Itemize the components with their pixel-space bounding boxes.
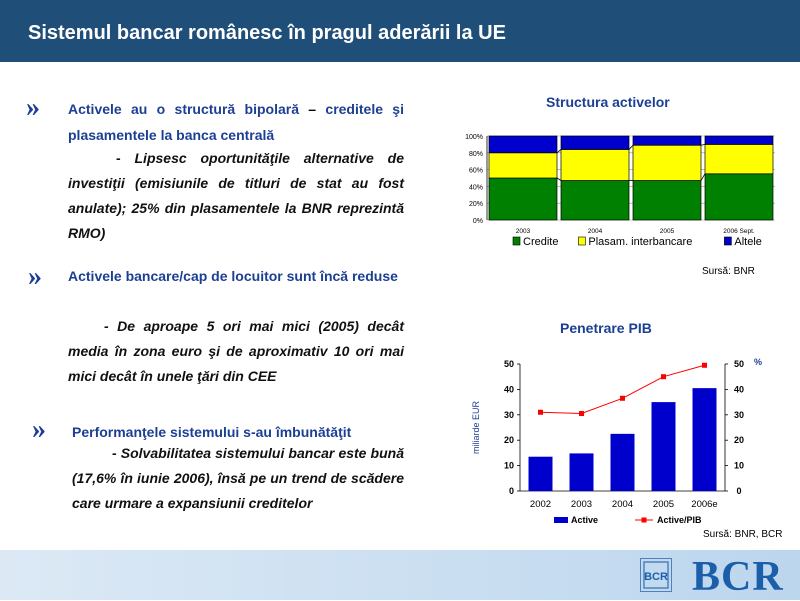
bar-segment-altele (632, 135, 702, 146)
legend-label: Altele (734, 236, 762, 248)
legend-label: Plasam. interbancare (588, 236, 692, 248)
legend-label: Credite (523, 236, 558, 248)
right-tick-label: 0 (736, 486, 741, 496)
bcr-logo-mark: BCR (640, 558, 672, 592)
legend-swatch (512, 236, 521, 246)
bar-segment-credite (488, 177, 558, 221)
right-tick-label: 30 (734, 410, 744, 420)
legend-marker-active-pib (641, 517, 647, 523)
x-tick-label: 2006e (691, 499, 717, 510)
bar-segment-plasam-interbancare (488, 152, 558, 179)
series-connector (556, 149, 562, 154)
y-tick-label: 20% (469, 201, 483, 208)
chart-1-title: Structura activelor (546, 94, 670, 110)
legend-label-active: Active (571, 515, 598, 525)
x-tick-label: 2003 (571, 499, 592, 510)
left-tick-label: 30 (504, 410, 514, 420)
bar-active (692, 388, 717, 491)
y-tick-label: 40% (469, 184, 483, 191)
line-point-active-pib (579, 411, 584, 417)
legend-swatch-active (554, 517, 568, 523)
x-tick-label: 2004 (588, 228, 603, 235)
left-axis-label: miliarde EUR (471, 400, 481, 454)
logo-mark-text: BCR (644, 571, 668, 583)
x-tick-label: 2002 (530, 499, 551, 510)
left-tick-label: 50 (504, 359, 514, 369)
left-tick-label: 40 (504, 384, 514, 394)
bullet-marker-3: » (32, 414, 46, 445)
line-point-active-pib (620, 395, 625, 401)
bar-active (651, 402, 676, 491)
line-point-active-pib (702, 362, 707, 368)
right-tick-label: 50 (734, 359, 744, 369)
bar-segment-credite (704, 173, 774, 221)
bullet-marker-1: » (26, 92, 40, 123)
x-tick-label: 2003 (516, 228, 531, 235)
bullet-1-heading-dash: – (298, 101, 326, 117)
gdp-penetration-chart: 0 10 20 30 40 50 0 10 20 30 40 50 % miliarde EUR 2002 2… (471, 357, 762, 525)
bullet-1-body: - Lipsesc oportunităţile alternative de … (68, 150, 404, 241)
bullet-1-heading: Activele au o structură bipolară – credi… (68, 96, 404, 148)
right-tick-label: 20 (734, 435, 744, 445)
bar-segment-plasam-interbancare (560, 149, 630, 181)
series-connector (700, 144, 706, 146)
line-point-active-pib (538, 409, 543, 415)
y-tick-label: 0% (473, 218, 483, 225)
legend-swatch (724, 236, 732, 246)
bar-segment-plasam-interbancare (632, 144, 702, 181)
left-tick-label: 0 (509, 486, 514, 496)
right-tick-label: 10 (734, 461, 744, 471)
bullet-2-body: - De aproape 5 ori mai mici (2005) decât… (68, 318, 404, 384)
left-tick-label: 20 (504, 435, 514, 445)
x-tick-label: 2006 Sept. (723, 228, 755, 235)
bar-active (528, 456, 553, 491)
bar-active (610, 433, 635, 491)
x-tick-label: 2004 (612, 499, 633, 510)
bar-segment-plasam-interbancare (704, 144, 774, 175)
left-tick-label: 10 (504, 461, 514, 471)
bar-segment-credite (560, 180, 630, 221)
y-tick-label: 100% (465, 134, 483, 141)
asset-structure-chart: 0% 20% 40% 60% 80% 100% 2003 2004 2005 2006 Sept.… (465, 134, 775, 248)
bcr-logo-text: BCR (692, 554, 784, 600)
series-connector (700, 173, 706, 181)
bar-active (569, 453, 594, 491)
bullet-2-heading: Activele bancare/cap de locuitor sunt în… (68, 268, 398, 284)
chart-2-title: Penetrare PIB (560, 320, 652, 336)
bullet-3-body: - Solvabilitatea sistemului bancar este … (72, 445, 404, 511)
series-connector (556, 177, 562, 181)
y-tick-label: 80% (469, 151, 483, 158)
bullet-marker-2: » (28, 261, 42, 292)
title-bar: Sistemul bancar românesc în pragul aderă… (0, 0, 800, 62)
footer-band (0, 550, 800, 600)
bar-segment-altele (488, 135, 558, 154)
right-tick-label: 40 (734, 384, 744, 394)
right-axis-unit: % (754, 357, 762, 367)
bar-segment-credite (632, 180, 702, 221)
line-point-active-pib (661, 374, 666, 380)
y-tick-label: 60% (469, 168, 483, 175)
chart-1-source: Sursă: BNR (702, 266, 755, 277)
bullet-3-heading: Performanţele sistemului s-au îmbunătăţi… (72, 424, 352, 440)
page-title: Sistemul bancar românesc în pragul aderă… (28, 22, 506, 44)
bullet-1-heading-b: creditele şi plasamentele la banca centr… (68, 101, 404, 143)
line-active-pib (540, 364, 705, 415)
bar-segment-altele (704, 135, 774, 145)
series-connector (628, 144, 634, 150)
legend-swatch (578, 236, 586, 246)
x-tick-label: 2005 (660, 228, 675, 235)
chart-2-source: Sursă: BNR, BCR (703, 529, 783, 540)
x-tick-label: 2005 (653, 499, 674, 510)
bar-segment-altele (560, 135, 630, 150)
legend-label-active-pib: Active/PIB (657, 515, 702, 525)
bullet-1-heading-a: Activele au o structură bipolară (68, 101, 299, 117)
